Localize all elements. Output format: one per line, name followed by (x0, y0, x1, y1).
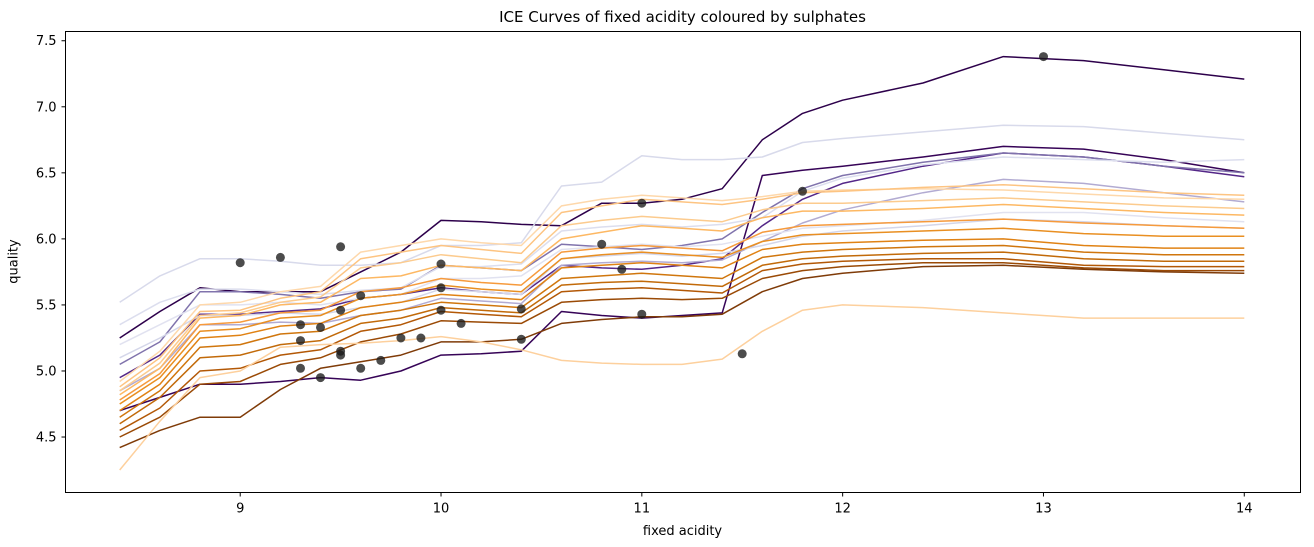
observation-point (436, 305, 446, 315)
x-tick-label: 14 (1236, 502, 1253, 517)
plot-border (65, 31, 1301, 493)
y-tick-label: 5.0 (36, 364, 57, 379)
chart-title: ICE Curves of fixed acidity coloured by … (499, 8, 866, 26)
ice-curve (119, 257, 1245, 432)
observation-point (637, 309, 647, 319)
observation-point (275, 252, 285, 262)
y-tick-label: 7.5 (36, 34, 57, 49)
x-axis-label: fixed acidity (642, 524, 723, 539)
observation-point (798, 186, 807, 196)
ice-curve (119, 156, 1245, 326)
observation-point (296, 320, 305, 330)
ice-curve (119, 238, 1245, 412)
observation-point (296, 363, 305, 373)
observation-point (637, 198, 647, 208)
ice-curve (119, 197, 1245, 392)
ice-curve (119, 218, 1245, 401)
ice-curve (119, 124, 1245, 303)
observation-point (396, 333, 406, 343)
ice-curve (119, 264, 1245, 449)
observation-point (436, 259, 446, 269)
observation-point (336, 305, 346, 315)
observation-point (296, 336, 305, 346)
observation-point (737, 349, 747, 359)
x-tick-label: 9 (236, 502, 244, 517)
ice-curve (119, 203, 1245, 396)
ice-curve (119, 244, 1245, 418)
observation-point (516, 334, 526, 344)
ice-curve (119, 211, 1245, 346)
observation-point (356, 363, 366, 373)
observation-point (416, 333, 426, 343)
ice-curve (119, 178, 1245, 392)
observation-point (516, 304, 526, 314)
observation-point (1039, 52, 1048, 62)
x-tick-label: 13 (1035, 502, 1052, 517)
y-tick-label: 5.5 (36, 298, 57, 313)
ice-curve (119, 261, 1245, 438)
ice-curve (119, 251, 1245, 425)
y-tick-label: 7.0 (36, 100, 57, 115)
observation-point (316, 373, 325, 383)
y-axis-label: quality (6, 239, 22, 284)
x-tick-label: 11 (634, 502, 651, 517)
observation-point (336, 242, 346, 252)
y-tick-label: 4.5 (36, 431, 57, 446)
ice-curve (119, 227, 1245, 405)
observation-point (356, 291, 366, 301)
ice-curve (119, 304, 1245, 471)
observation-point (597, 239, 607, 249)
y-tick-label: 6.0 (36, 232, 57, 247)
ice-curve (119, 183, 1245, 388)
observation-point (617, 264, 627, 274)
observation-point (456, 318, 466, 328)
ice-curve (119, 218, 1245, 359)
observation-point (235, 258, 245, 268)
observation-point (336, 350, 346, 360)
ice-curve (119, 187, 1245, 383)
observation-point (316, 322, 325, 332)
x-tick-label: 10 (433, 502, 450, 517)
x-tick-label: 12 (834, 502, 851, 517)
ice-curve (119, 145, 1245, 412)
y-tick-label: 6.5 (36, 166, 57, 181)
observation-point (376, 355, 386, 365)
observation-point (436, 283, 446, 293)
